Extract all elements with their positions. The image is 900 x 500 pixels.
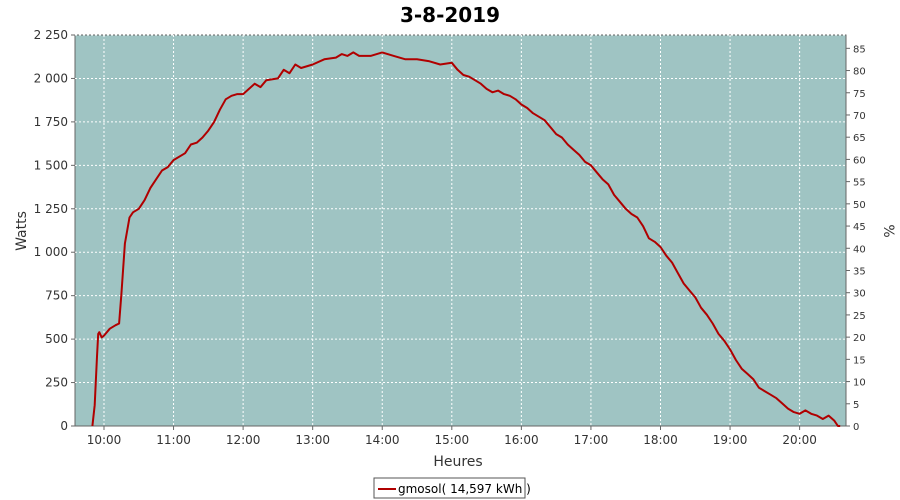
y2-tick-label: 35 [853, 266, 866, 277]
y2-axis-ticks: 0 5 10 15 20 25 30 35 40 45 50 55 60 65 70 75 80 85 [846, 44, 866, 433]
y-tick-label: 1 500 [34, 158, 68, 172]
y2-tick-label: 40 [853, 244, 866, 255]
y-axis-ticks: 0 250 500 750 1 000 1 250 1 500 1 750 2 000 2 250 [34, 28, 75, 433]
series-line-gmosol [91, 51, 841, 427]
x-tick-label: 14:00 [365, 433, 400, 447]
x-tick-label: 11:00 [156, 433, 191, 447]
y2-tick-label: 65 [853, 133, 866, 144]
y2-tick-label: 5 [853, 400, 859, 411]
y2-tick-label: 10 [853, 378, 866, 389]
y-tick-label: 1 000 [34, 245, 68, 259]
y2-tick-label: 15 [853, 355, 866, 366]
x-tick-label: 19:00 [713, 433, 748, 447]
x-tick-label: 16:00 [504, 433, 539, 447]
y2-tick-label: 75 [853, 89, 866, 100]
y-tick-label: 0 [60, 419, 68, 433]
x-tick-label: 18:00 [643, 433, 678, 447]
y2-tick-label: 80 [853, 67, 866, 78]
y2-tick-label: 25 [853, 311, 866, 322]
y2-tick-label: 60 [853, 155, 866, 166]
y-tick-label: 1 250 [34, 202, 68, 216]
grid [75, 34, 846, 426]
legend: gmosol( 14,597 kWh ) [373, 477, 531, 499]
y2-tick-label: 55 [853, 178, 866, 189]
x-tick-label: 12:00 [226, 433, 261, 447]
x-tick-label: 13:00 [295, 433, 330, 447]
legend-label: gmosol( 14,597 kWh ) [398, 482, 531, 496]
y2-tick-label: 30 [853, 289, 866, 300]
plot-area [74, 34, 847, 427]
y-tick-label: 2 000 [34, 71, 68, 85]
y2-tick-label: 45 [853, 222, 866, 233]
y2-axis-label: % [880, 224, 896, 237]
y-tick-label: 500 [45, 332, 68, 346]
chart-title: 3-8-2019 [400, 3, 500, 27]
legend-box [373, 477, 526, 499]
x-tick-label: 15:00 [435, 433, 470, 447]
y-tick-label: 2 250 [34, 28, 68, 42]
y2-tick-label: 0 [853, 422, 859, 433]
x-axis-label: Heures [433, 454, 482, 470]
x-tick-label: 20:00 [782, 433, 817, 447]
x-tick-label: 10:00 [87, 433, 122, 447]
y-tick-label: 1 750 [34, 115, 68, 129]
y2-tick-label: 20 [853, 333, 866, 344]
y-tick-label: 750 [45, 289, 68, 303]
y2-tick-label: 70 [853, 111, 866, 122]
y2-tick-label: 85 [853, 44, 866, 55]
x-tick-label: 17:00 [574, 433, 609, 447]
y2-tick-label: 50 [853, 200, 866, 211]
y-tick-label: 250 [45, 376, 68, 390]
y-axis-label: Watts [14, 211, 30, 251]
x-axis-ticks: 10:00 11:00 12:00 13:00 14:00 15:00 16:00 17:00… [87, 426, 817, 447]
